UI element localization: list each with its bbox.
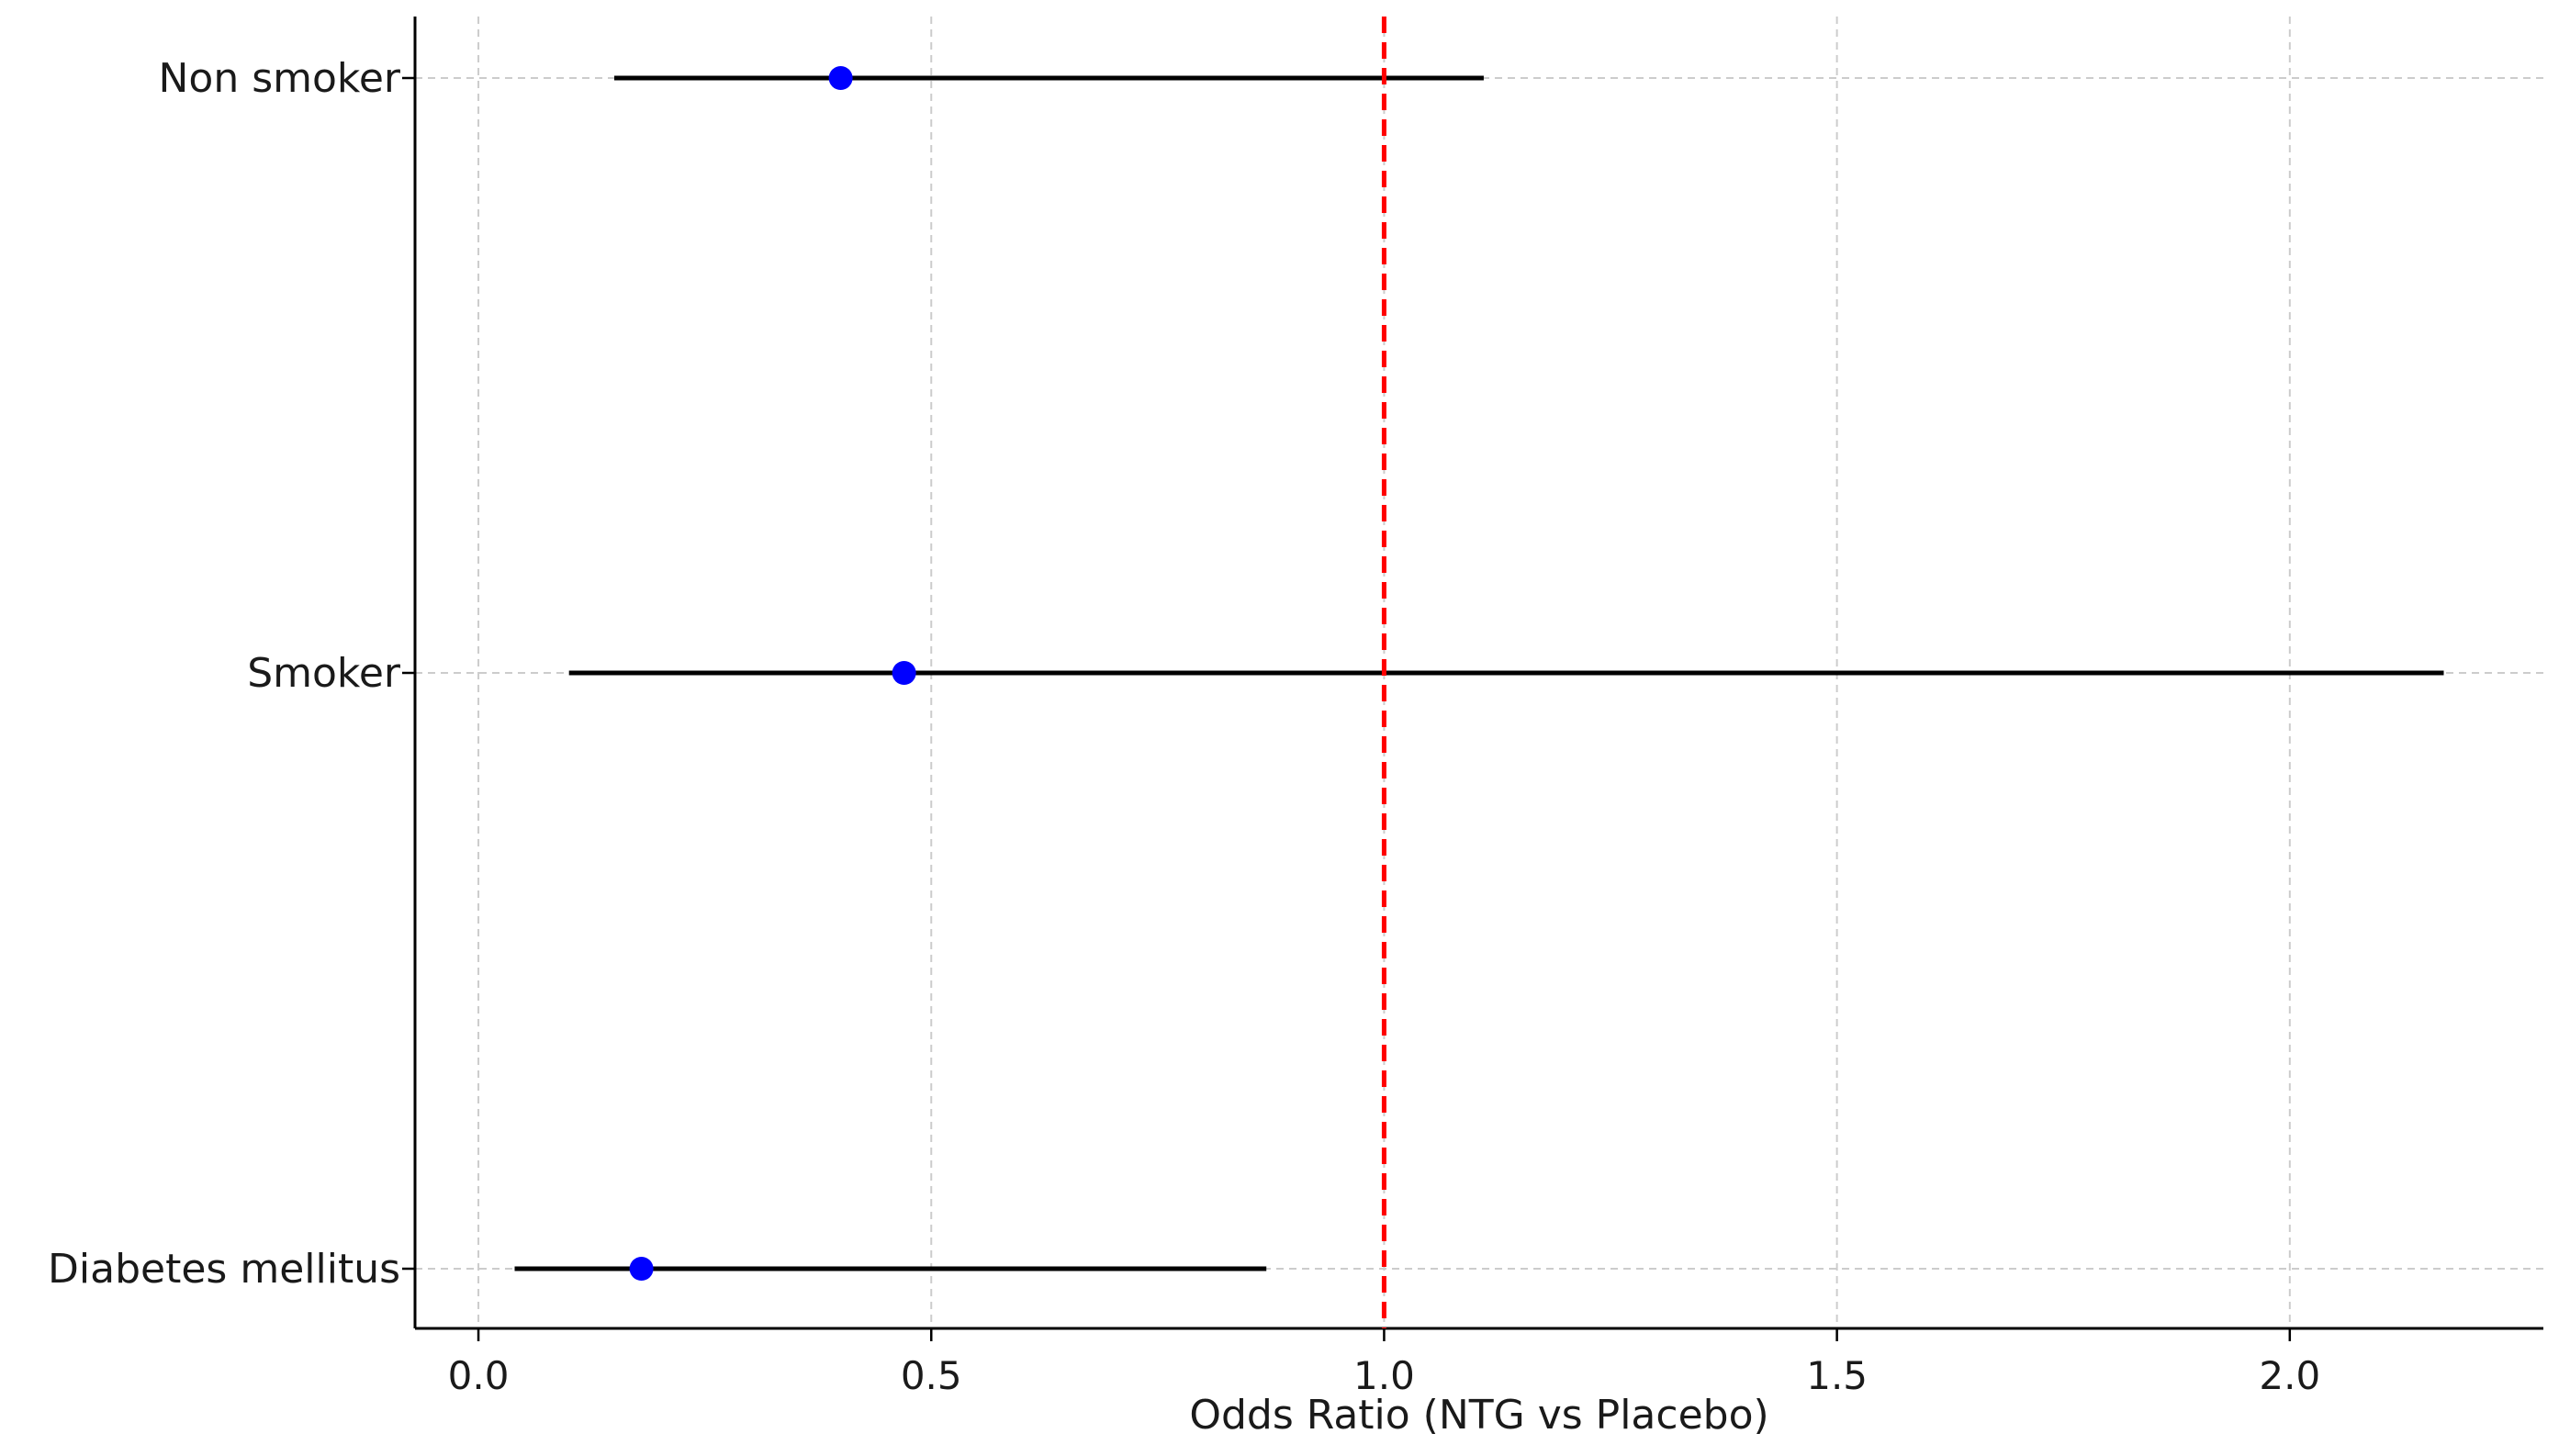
y-tick-label: Non smoker [159,55,401,102]
ci-layer [514,75,2444,1271]
axis-layer [402,17,2543,1341]
x-tick-label: 1.0 [1353,1353,1415,1398]
y-tick-label: Diabetes mellitus [48,1246,400,1293]
x-tick-label: 0.5 [901,1353,962,1398]
x-axis-label: Odds Ratio (NTG vs Placebo) [1189,1392,1768,1439]
x-tick-label: 2.0 [2259,1353,2320,1398]
odds-ratio-point [828,66,853,90]
x-tick-label: 1.5 [1806,1353,1868,1398]
odds-ratio-point [629,1257,654,1281]
point-layer [629,66,916,1281]
label-layer: 0.0 0.5 1.0 1.5 2.0 Non smoker Smoker Diabetes … [48,55,2320,1398]
odds-ratio-point [892,661,916,685]
x-tick-label: 0.0 [448,1353,510,1398]
y-tick-label: Smoker [247,650,401,697]
